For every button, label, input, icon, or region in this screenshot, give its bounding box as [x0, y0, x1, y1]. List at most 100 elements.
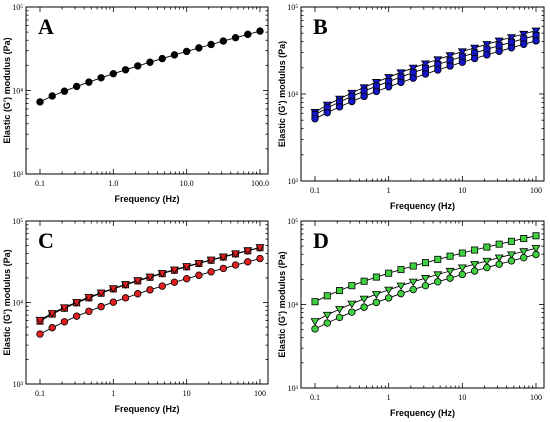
data-point-circle [182, 47, 191, 56]
y-tick-label-d: 10⁵ [287, 217, 298, 226]
x-tick-label-a: 0.1 [35, 179, 45, 188]
y-tick-label-a: 10⁵ [12, 3, 23, 12]
data-point-triangle [470, 261, 480, 269]
data-point-circle [97, 74, 105, 82]
data-point-square [507, 237, 515, 245]
y-tick-label-a: 10³ [13, 170, 24, 179]
data-point-circle [146, 286, 154, 294]
data-point-square [311, 298, 319, 306]
panel-d: 10³ 10⁴ 10⁵ 0.1 1 10 100 Frequency (Hz) Elastic … [277, 217, 545, 418]
data-point-circle [219, 37, 228, 45]
data-point-triangle [371, 79, 381, 87]
x-tick-label-b: 1 [387, 186, 391, 195]
data-point-square [446, 252, 454, 260]
data-point-circle [311, 115, 319, 123]
data-point-circle [520, 40, 528, 48]
data-point-square [360, 277, 368, 285]
data-point-triangle [72, 299, 82, 307]
data-point-circle [36, 98, 44, 106]
data-point-circle [421, 281, 430, 290]
data-point-triangle [494, 37, 504, 46]
data-point-circle [36, 330, 44, 338]
y-axis-title-a: Elastic (G') modulus (Pa) [2, 37, 12, 143]
panel-letter-c: C [38, 228, 54, 253]
data-point-circle [434, 66, 442, 74]
data-point-circle [335, 103, 344, 111]
data-point-square [397, 266, 405, 274]
data-point-circle [48, 324, 56, 332]
x-tick-label-c: 1 [111, 389, 115, 398]
x-tick-label-b: 10 [458, 186, 466, 195]
data-point-circle [532, 37, 540, 45]
data-point-square [458, 249, 466, 257]
data-point-circle [446, 274, 454, 282]
data-point-circle [372, 298, 381, 307]
data-point-square [421, 259, 429, 267]
data-point-circle [158, 54, 166, 63]
data-point-circle [384, 83, 393, 91]
y-tick-label-c: 10⁵ [12, 217, 23, 226]
data-point-circle [532, 250, 540, 259]
data-point-square [532, 232, 540, 240]
data-point-circle [48, 92, 56, 100]
data-point-circle [60, 318, 69, 326]
data-point-circle [170, 278, 179, 286]
data-point-circle [109, 298, 118, 306]
data-point-circle [397, 78, 405, 87]
x-tick-label-c: 0.1 [35, 389, 45, 398]
data-point-circle [507, 44, 516, 52]
data-point-triangle [396, 282, 406, 291]
data-point-triangle [310, 318, 320, 326]
data-point-circle [134, 290, 142, 298]
data-point-triangle [420, 275, 430, 283]
data-point-triangle [457, 48, 467, 57]
data-point-triangle [494, 254, 504, 263]
y-axis-title-d: Elastic (G') modulus (Pa) [277, 251, 287, 357]
data-point-triangle [482, 41, 492, 49]
data-point-circle [495, 47, 503, 55]
data-point-triangle [35, 316, 45, 325]
data-point-triangle [433, 56, 443, 64]
data-point-triangle [445, 267, 455, 276]
y-tick-label-c: 10³ [13, 380, 24, 389]
x-tick-label-d: 10 [458, 393, 466, 402]
data-point-circle [195, 44, 203, 52]
data-point-square [385, 269, 393, 277]
data-point-circle [311, 325, 319, 333]
y-tick-label-a: 10⁴ [12, 87, 23, 96]
data-point-circle [360, 92, 368, 101]
x-tick-label-d: 0.1 [310, 393, 320, 402]
data-point-circle [244, 258, 252, 266]
data-point-triangle [359, 295, 369, 304]
data-point-triangle [133, 277, 143, 285]
data-point-triangle [157, 270, 167, 278]
x-tick-label-d: 100 [530, 393, 542, 402]
data-point-circle [256, 254, 264, 263]
panel-a: 10³ 10⁴ 10⁵ 0.1 1.0 10.0 100.0 Frequency (Hz) El… [2, 3, 269, 204]
data-point-circle [97, 302, 105, 311]
data-point-triangle [371, 291, 381, 299]
x-tick-label-a: 100.0 [251, 179, 269, 188]
x-tick-label-a: 1.0 [108, 179, 118, 188]
data-point-circle [182, 274, 191, 283]
data-point-triangle [231, 250, 241, 259]
y-tick-label-b: 10⁵ [287, 3, 298, 12]
data-point-triangle [470, 44, 480, 53]
data-point-triangle [121, 281, 131, 289]
data-point-circle [195, 271, 203, 279]
data-point-triangle [506, 34, 516, 42]
data-point-circle [470, 267, 479, 275]
x-axis-title-d: Frequency (Hz) [390, 408, 455, 418]
x-tick-label-c: 100 [254, 389, 266, 398]
data-point-circle [158, 282, 166, 290]
data-point-triangle [206, 256, 216, 265]
data-point-triangle [396, 69, 406, 78]
data-point-circle [507, 257, 516, 265]
data-point-triangle [182, 263, 192, 271]
data-point-triangle [322, 311, 332, 320]
data-point-triangle [408, 278, 418, 287]
data-point-circle [483, 263, 491, 272]
data-point-triangle [384, 286, 394, 295]
